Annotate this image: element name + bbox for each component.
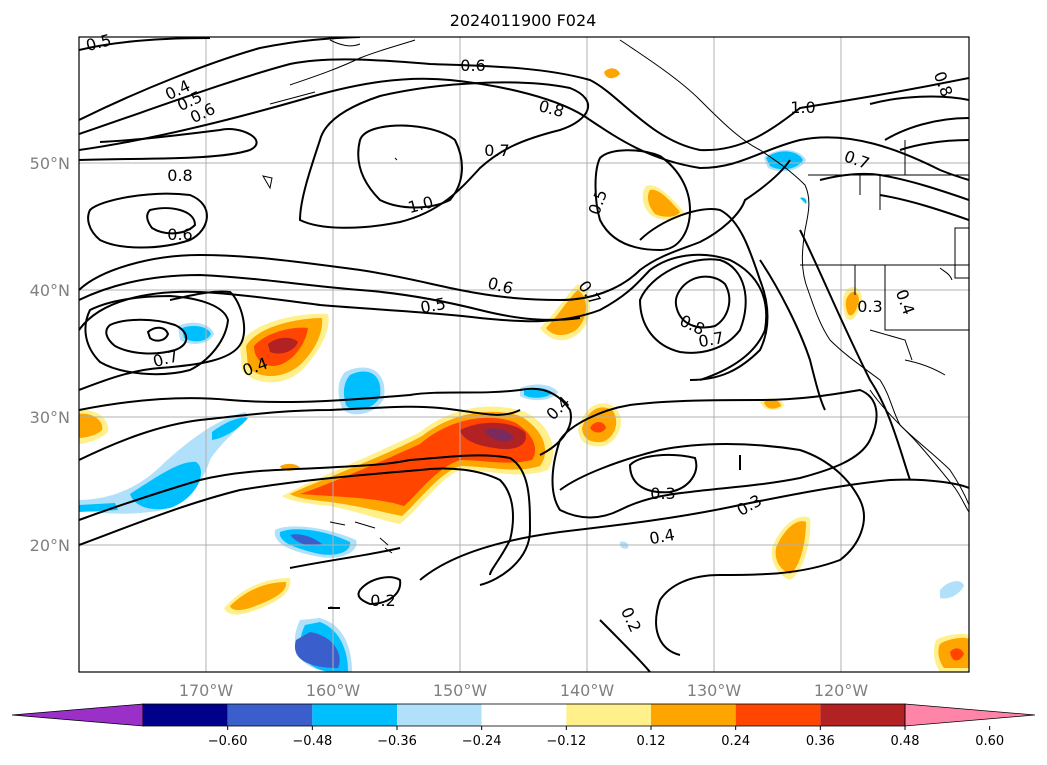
lat-label-40n: 40°N — [30, 281, 70, 300]
figure-title: 2024011900 F024 — [450, 11, 597, 30]
colorbar-swatch — [312, 704, 397, 726]
contour-label-07-a: 0.7 — [484, 141, 509, 160]
contour-label-05-d: 0.5 — [419, 294, 447, 317]
colorbar-swatch — [227, 704, 313, 726]
lon-label-140w: 140°W — [560, 681, 615, 700]
colorbar-swatch — [735, 704, 821, 726]
colorbar-tick-label: −0.36 — [377, 734, 417, 749]
colorbar-tick-label: 0.24 — [721, 734, 750, 749]
colorbar-tick-label: 0.48 — [891, 734, 920, 749]
contour-lines — [79, 37, 969, 672]
colorbar-extend-low — [11, 703, 144, 727]
contour-label-06-b: 0.6 — [460, 56, 485, 75]
contour-label-03-a: 0.3 — [857, 297, 882, 316]
colorbar-tick-label: −0.48 — [292, 734, 332, 749]
longitude-labels: 170°W 160°W 150°W 140°W 130°W 120°W — [179, 681, 869, 700]
colorbar-extend-high — [904, 703, 1036, 727]
colorbar-frame — [142, 703, 906, 727]
lon-label-130w: 130°W — [687, 681, 742, 700]
colorbar-swatch — [143, 704, 228, 726]
lon-label-120w: 120°W — [814, 681, 869, 700]
lat-label-50n: 50°N — [30, 154, 70, 173]
latitude-labels: 50°N 40°N 30°N 20°N — [30, 154, 70, 555]
lon-label-160w: 160°W — [306, 681, 361, 700]
map-layers — [79, 37, 969, 672]
lat-label-30n: 30°N — [30, 408, 70, 427]
map-area[interactable] — [79, 37, 969, 672]
contour-label-04-e: 0.4 — [648, 525, 676, 548]
colorbar-swatch — [397, 704, 482, 726]
colorbar-swatch — [481, 704, 567, 726]
lon-label-170w: 170°W — [179, 681, 234, 700]
contour-label-02-a: 0.2 — [370, 591, 395, 610]
contour-label-10-b: 1.0 — [790, 98, 815, 117]
colorbar-swatch — [820, 704, 905, 726]
lat-label-20n: 20°N — [30, 536, 70, 555]
shaded-regions — [79, 68, 969, 672]
colorbar-tick-label: −0.24 — [462, 734, 502, 749]
colorbar-tick-label: 0.60 — [975, 734, 1004, 749]
map-frame — [78, 36, 970, 673]
coastlines — [261, 39, 969, 609]
contour-label-06-c: 0.6 — [167, 225, 192, 244]
contour-label-08-c: 0.8 — [167, 166, 192, 185]
contour-label-03-b: 0.3 — [650, 484, 675, 503]
lon-label-150w: 150°W — [433, 681, 488, 700]
colorbar: −0.60 −0.48 −0.36 −0.24 −0.12 0.12 0.24 0.36 0.4… — [11, 703, 1036, 749]
colorbar-swatch — [651, 704, 736, 726]
colorbar-swatch — [566, 704, 651, 726]
colorbar-tick-label: −0.12 — [546, 734, 586, 749]
colorbar-tick-label: −0.60 — [208, 734, 248, 749]
colorbar-tick-label: 0.36 — [806, 734, 835, 749]
colorbar-tick-label: 0.12 — [637, 734, 666, 749]
contour-label-07-d: 0.7 — [697, 328, 725, 351]
